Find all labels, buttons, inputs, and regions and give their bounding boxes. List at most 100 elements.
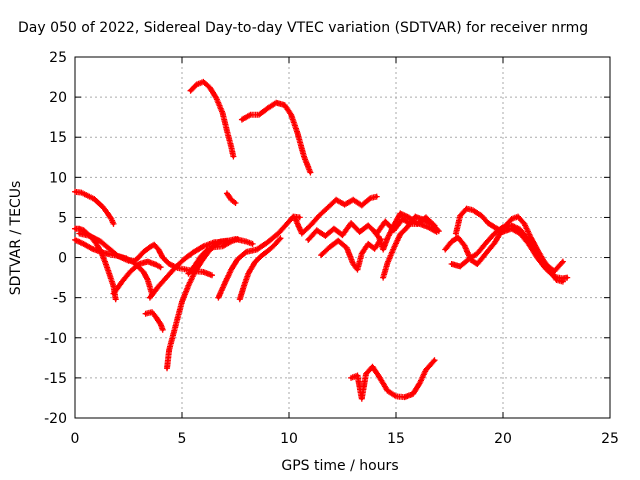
data-point <box>159 322 163 326</box>
series-arc-13 <box>223 190 239 206</box>
series-arc-10 <box>215 213 303 301</box>
y-tick-label: 15 <box>49 130 67 146</box>
y-axis-ticks: -20 -15 -10 -5 0 5 10 15 20 25 <box>44 50 610 427</box>
x-axis-label: GPS time / hours <box>281 458 398 474</box>
y-tick-label: -5 <box>53 291 67 307</box>
data-point <box>167 348 171 352</box>
data-point <box>484 241 488 245</box>
data-point <box>437 229 441 233</box>
data-point <box>251 242 255 246</box>
data-point <box>161 256 165 260</box>
series-markers <box>187 78 237 160</box>
series-layer <box>72 78 571 402</box>
data-point <box>480 214 484 218</box>
data-point <box>165 366 169 370</box>
data-point <box>418 382 421 385</box>
data-point <box>458 264 462 268</box>
data-point <box>306 238 310 242</box>
data-point <box>266 249 270 253</box>
data-point <box>103 260 107 264</box>
data-point <box>385 236 389 240</box>
data-point <box>73 190 77 194</box>
data-point <box>120 280 124 284</box>
data-point <box>392 224 396 227</box>
data-point <box>193 264 197 268</box>
data-point <box>291 215 295 219</box>
data-point <box>356 374 359 377</box>
data-point <box>381 276 385 280</box>
data-point <box>302 155 306 158</box>
data-point <box>296 131 300 135</box>
y-tick-label: 25 <box>49 50 67 66</box>
data-point <box>424 215 428 219</box>
y-tick-label: 20 <box>49 90 67 106</box>
data-point <box>360 397 364 401</box>
y-tick-label: 0 <box>58 251 67 267</box>
data-point <box>82 242 86 246</box>
series-arc-12 <box>187 78 237 160</box>
y-axis-label: SDTVAR / TECUs <box>8 181 24 296</box>
data-point <box>516 215 520 219</box>
data-point <box>426 225 430 229</box>
data-point <box>116 254 120 258</box>
data-point <box>366 224 370 227</box>
data-point <box>206 248 210 251</box>
data-point <box>99 240 103 243</box>
data-point <box>458 214 462 218</box>
data-point <box>107 247 111 251</box>
data-point <box>561 276 565 280</box>
data-point <box>201 270 205 274</box>
data-point <box>334 198 338 202</box>
x-axis-ticks: 0 5 10 15 20 25 <box>71 57 619 447</box>
x-tick-label: 20 <box>494 431 512 447</box>
data-point <box>171 332 175 336</box>
data-point <box>411 392 415 396</box>
data-point <box>184 268 188 272</box>
data-point <box>492 232 496 235</box>
data-point <box>398 211 402 215</box>
data-point <box>174 265 178 269</box>
data-point <box>358 230 362 234</box>
data-point <box>492 241 496 245</box>
data-point <box>373 230 377 234</box>
series-arc-17 <box>318 236 384 273</box>
data-point <box>137 255 141 259</box>
data-point <box>323 234 327 238</box>
data-point <box>112 292 115 296</box>
data-point <box>127 259 130 263</box>
data-point <box>392 246 396 250</box>
data-point <box>236 237 240 241</box>
data-point <box>341 233 344 237</box>
data-point <box>146 260 150 264</box>
data-point <box>565 276 569 280</box>
data-point <box>450 262 454 266</box>
data-point <box>229 240 233 243</box>
data-point <box>255 248 259 251</box>
data-point <box>413 215 417 219</box>
data-point <box>159 265 163 269</box>
data-point <box>189 89 193 93</box>
data-point <box>88 234 92 238</box>
data-point <box>272 244 276 247</box>
data-point <box>73 227 77 231</box>
data-point <box>535 256 539 260</box>
data-point <box>186 284 190 288</box>
data-point <box>456 236 460 239</box>
data-point <box>463 244 466 247</box>
data-point <box>208 86 212 89</box>
x-tick-label: 5 <box>178 431 187 447</box>
data-point <box>356 268 359 272</box>
data-point <box>219 240 222 243</box>
data-point <box>238 297 242 301</box>
data-point <box>144 312 148 316</box>
data-point <box>278 236 282 240</box>
data-point <box>467 257 471 261</box>
series-arc-15 <box>292 193 380 237</box>
data-point <box>266 106 270 110</box>
data-point <box>283 103 287 107</box>
data-point <box>142 250 145 254</box>
data-point <box>424 368 428 372</box>
data-point <box>360 203 364 207</box>
series-arc-01 <box>72 188 117 227</box>
